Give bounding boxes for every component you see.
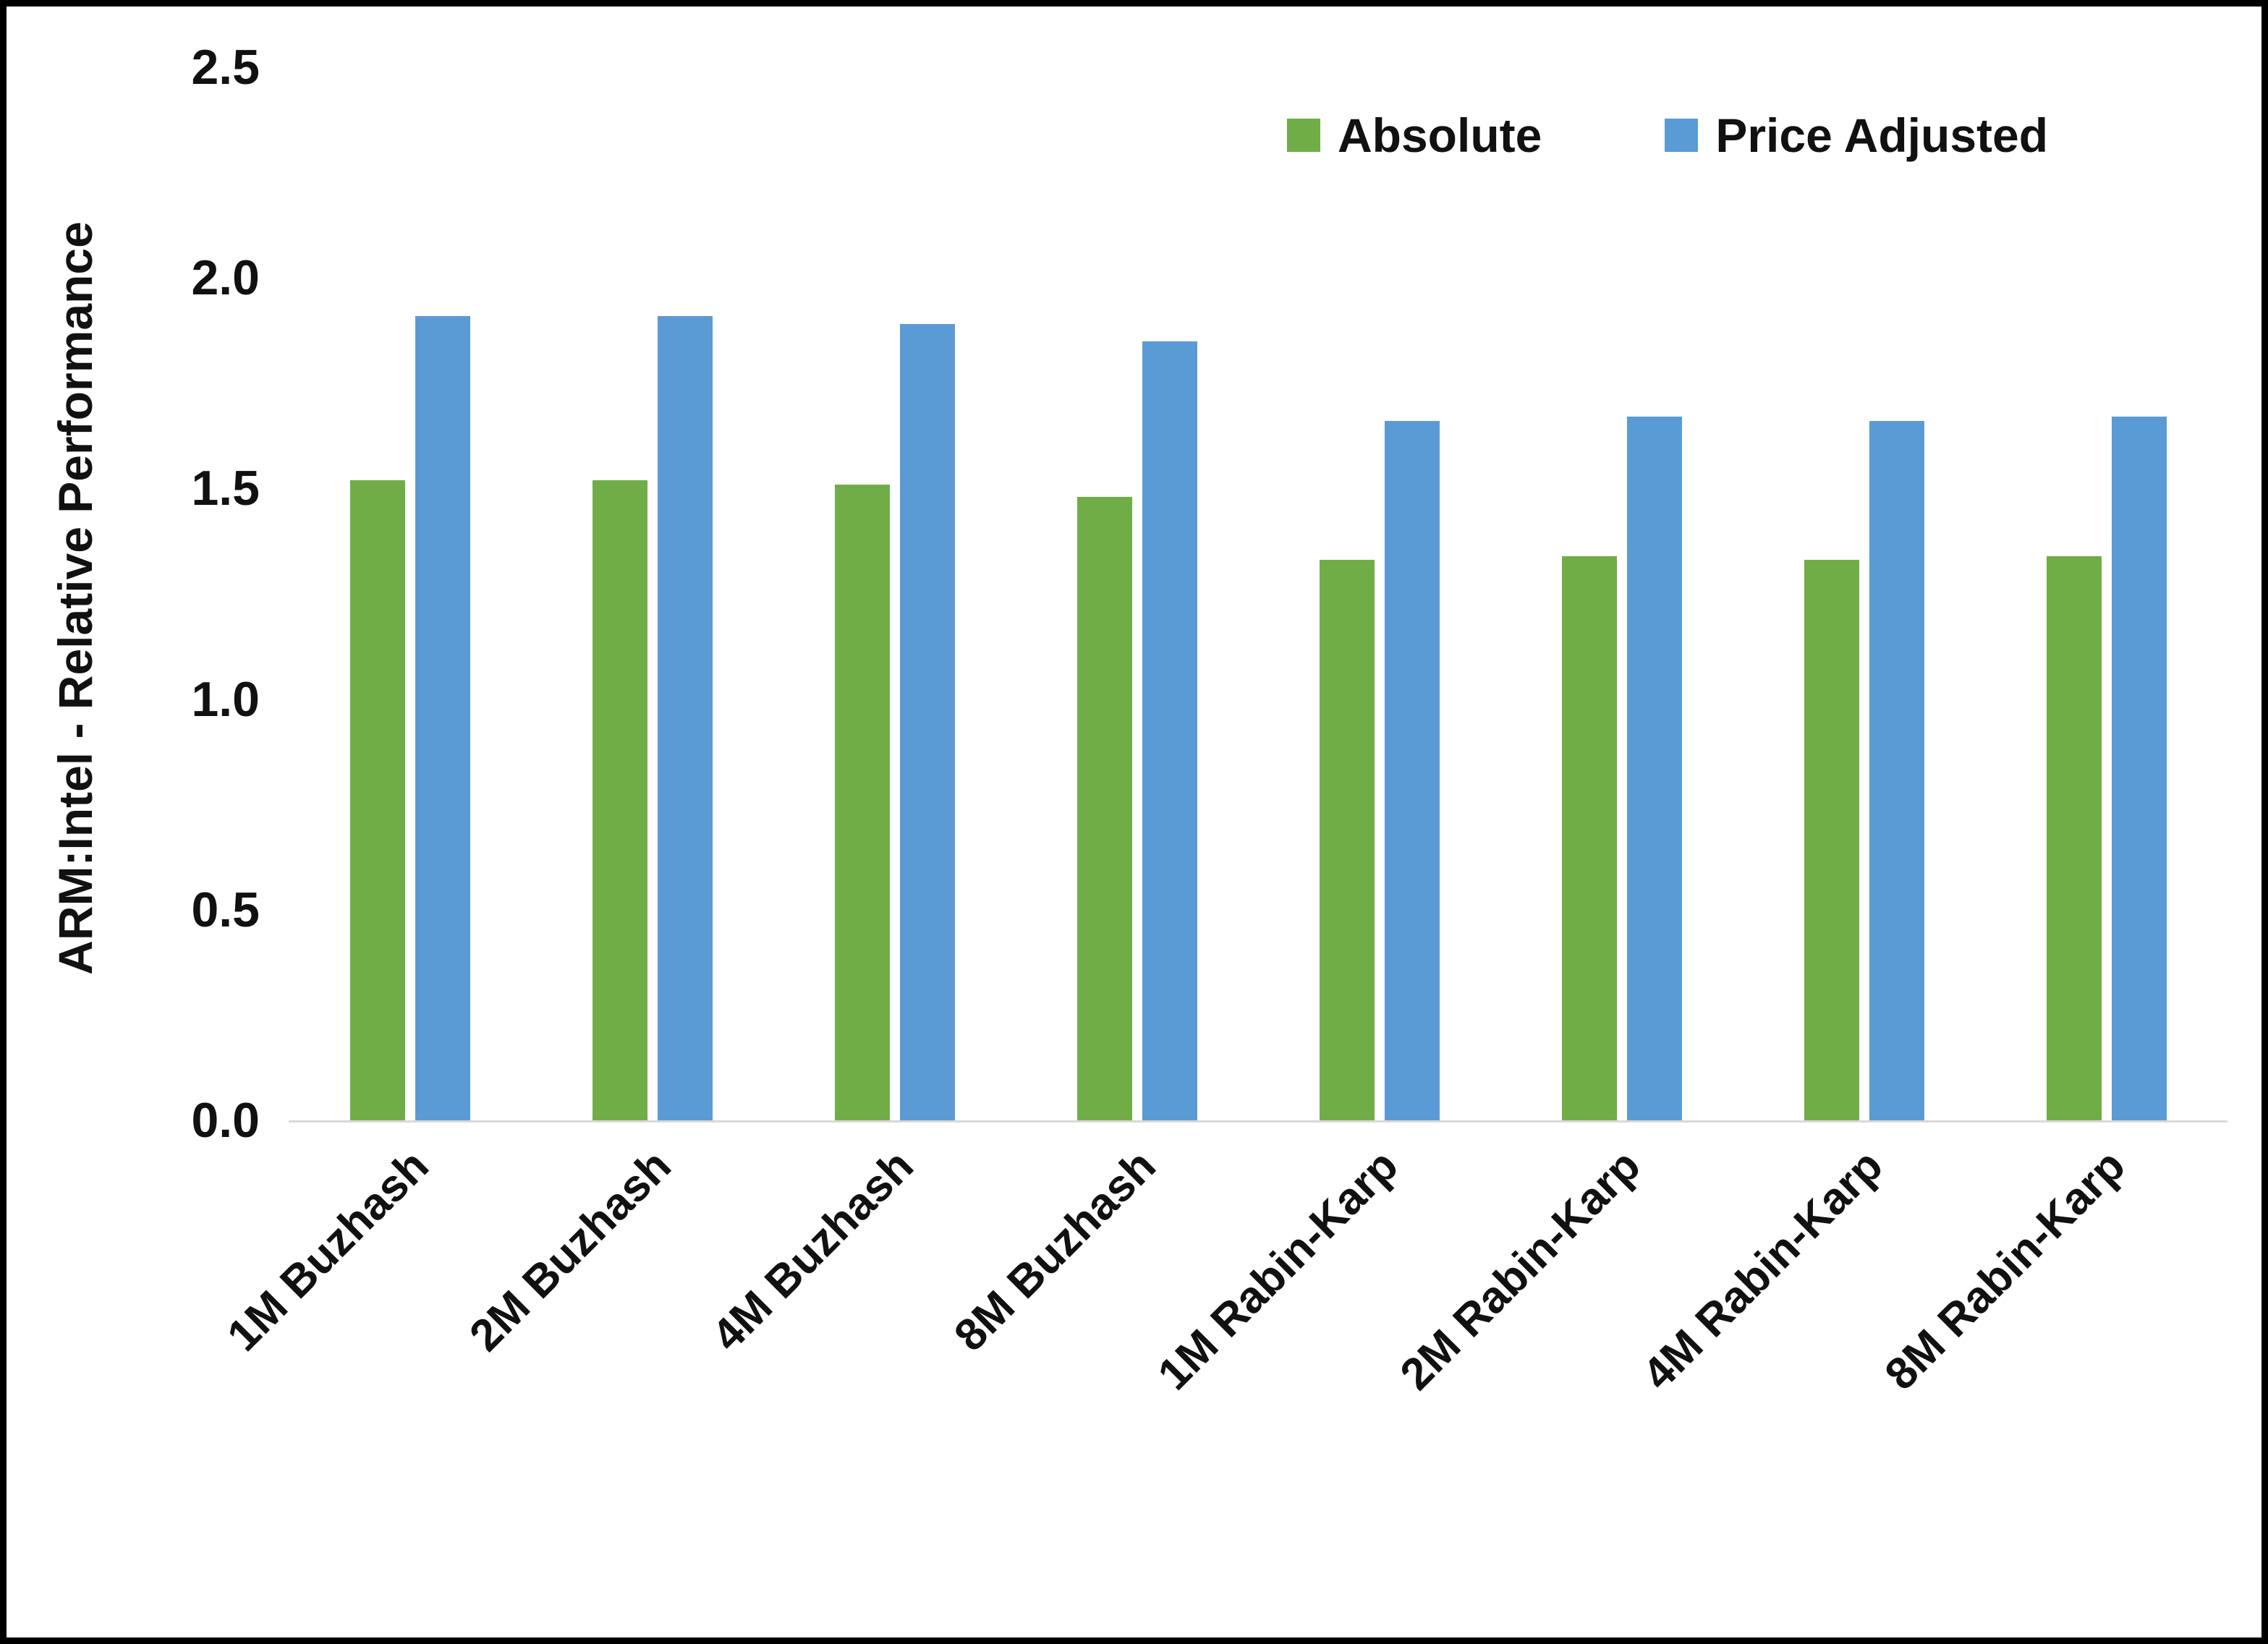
y-tick-label: 2.0 [191, 250, 260, 306]
legend-item-price-adjusted: Price Adjusted [1665, 108, 2048, 163]
bar-price-adjusted-4m-rabin-karp [1869, 421, 1924, 1120]
bar-absolute-8m-buzhash [1076, 497, 1132, 1120]
bar-price-adjusted-1m-rabin-karp [1384, 421, 1440, 1120]
legend-item-absolute: Absolute [1287, 108, 1542, 163]
bar-absolute-2m-buzhash [592, 480, 647, 1120]
x-axis-line [289, 1120, 2227, 1123]
y-tick-label: 1.5 [191, 461, 260, 516]
y-tick-label: 0.0 [191, 1093, 260, 1148]
y-tick-label: 1.0 [191, 671, 260, 727]
bar-absolute-1m-rabin-karp [1319, 560, 1375, 1120]
bar-absolute-2m-rabin-karp [1561, 555, 1617, 1120]
legend-label-absolute: Absolute [1338, 108, 1542, 162]
bar-absolute-4m-buzhash [834, 484, 890, 1120]
bar-absolute-8m-rabin-karp [2046, 555, 2102, 1120]
y-axis-title: ARM:Intel - Relative Performance [48, 221, 102, 975]
legend: Absolute Price Adjusted [1287, 108, 2048, 163]
bar-price-adjusted-2m-rabin-karp [1626, 417, 1682, 1120]
bar-price-adjusted-2m-buzhash [657, 315, 713, 1120]
bar-absolute-4m-rabin-karp [1804, 560, 1859, 1120]
y-tick-label: 0.5 [191, 882, 260, 937]
bar-price-adjusted-8m-rabin-karp [2111, 417, 2167, 1120]
plot-area [289, 67, 2227, 1120]
bar-absolute-1m-buzhash [349, 480, 405, 1120]
y-tick-label: 2.5 [191, 40, 260, 95]
legend-label-price-adjusted: Price Adjusted [1715, 108, 2049, 162]
bar-price-adjusted-8m-buzhash [1142, 341, 1197, 1120]
legend-swatch-absolute [1287, 119, 1320, 152]
bar-price-adjusted-1m-buzhash [415, 315, 470, 1120]
legend-swatch-price-adjusted [1665, 119, 1699, 152]
bar-price-adjusted-4m-buzhash [899, 324, 955, 1120]
